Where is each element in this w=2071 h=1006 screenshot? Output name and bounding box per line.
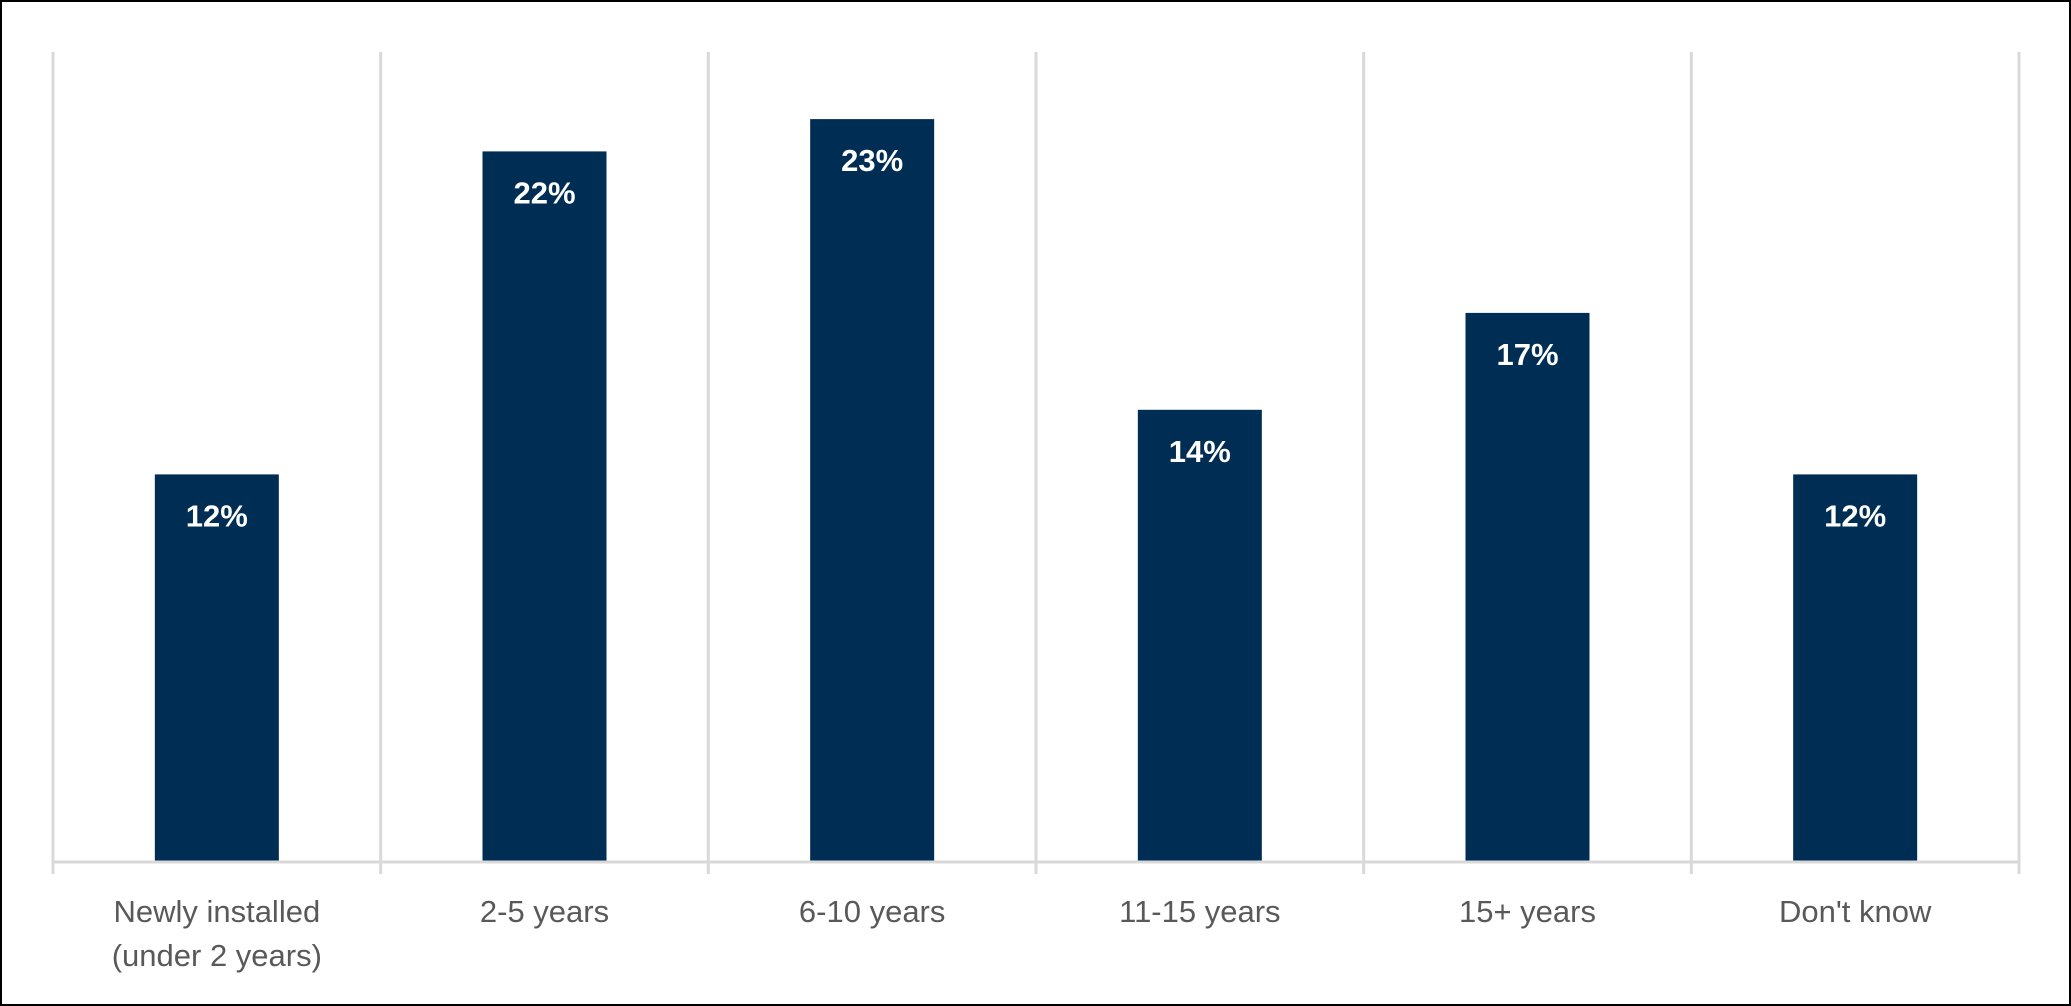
data-label: 23% <box>841 143 903 178</box>
category-label: 11-15 years <box>1119 894 1280 929</box>
data-label: 17% <box>1496 337 1558 372</box>
bar <box>1137 409 1262 862</box>
x-axis <box>51 860 2021 874</box>
category-label: 2-5 years <box>480 894 609 929</box>
data-label: 12% <box>186 498 248 533</box>
data-label: 22% <box>513 175 575 210</box>
bar <box>1793 474 1918 862</box>
bars <box>154 119 1918 863</box>
bar <box>810 119 935 863</box>
category-label: 6-10 years <box>799 894 945 929</box>
bar <box>1465 312 1590 862</box>
category-label: Don't know <box>1779 894 1932 929</box>
category-label: Newly installed <box>113 894 320 929</box>
category-label: 15+ years <box>1459 894 1596 929</box>
gridlines <box>51 52 2021 862</box>
data-label: 14% <box>1169 434 1231 469</box>
category-label: (under 2 years) <box>112 938 322 973</box>
labels: 12% Newly installed (under 2 years) 22% 2-5 … <box>112 143 1932 973</box>
bar <box>154 474 279 862</box>
bar <box>482 151 607 862</box>
data-label: 12% <box>1824 498 1886 533</box>
